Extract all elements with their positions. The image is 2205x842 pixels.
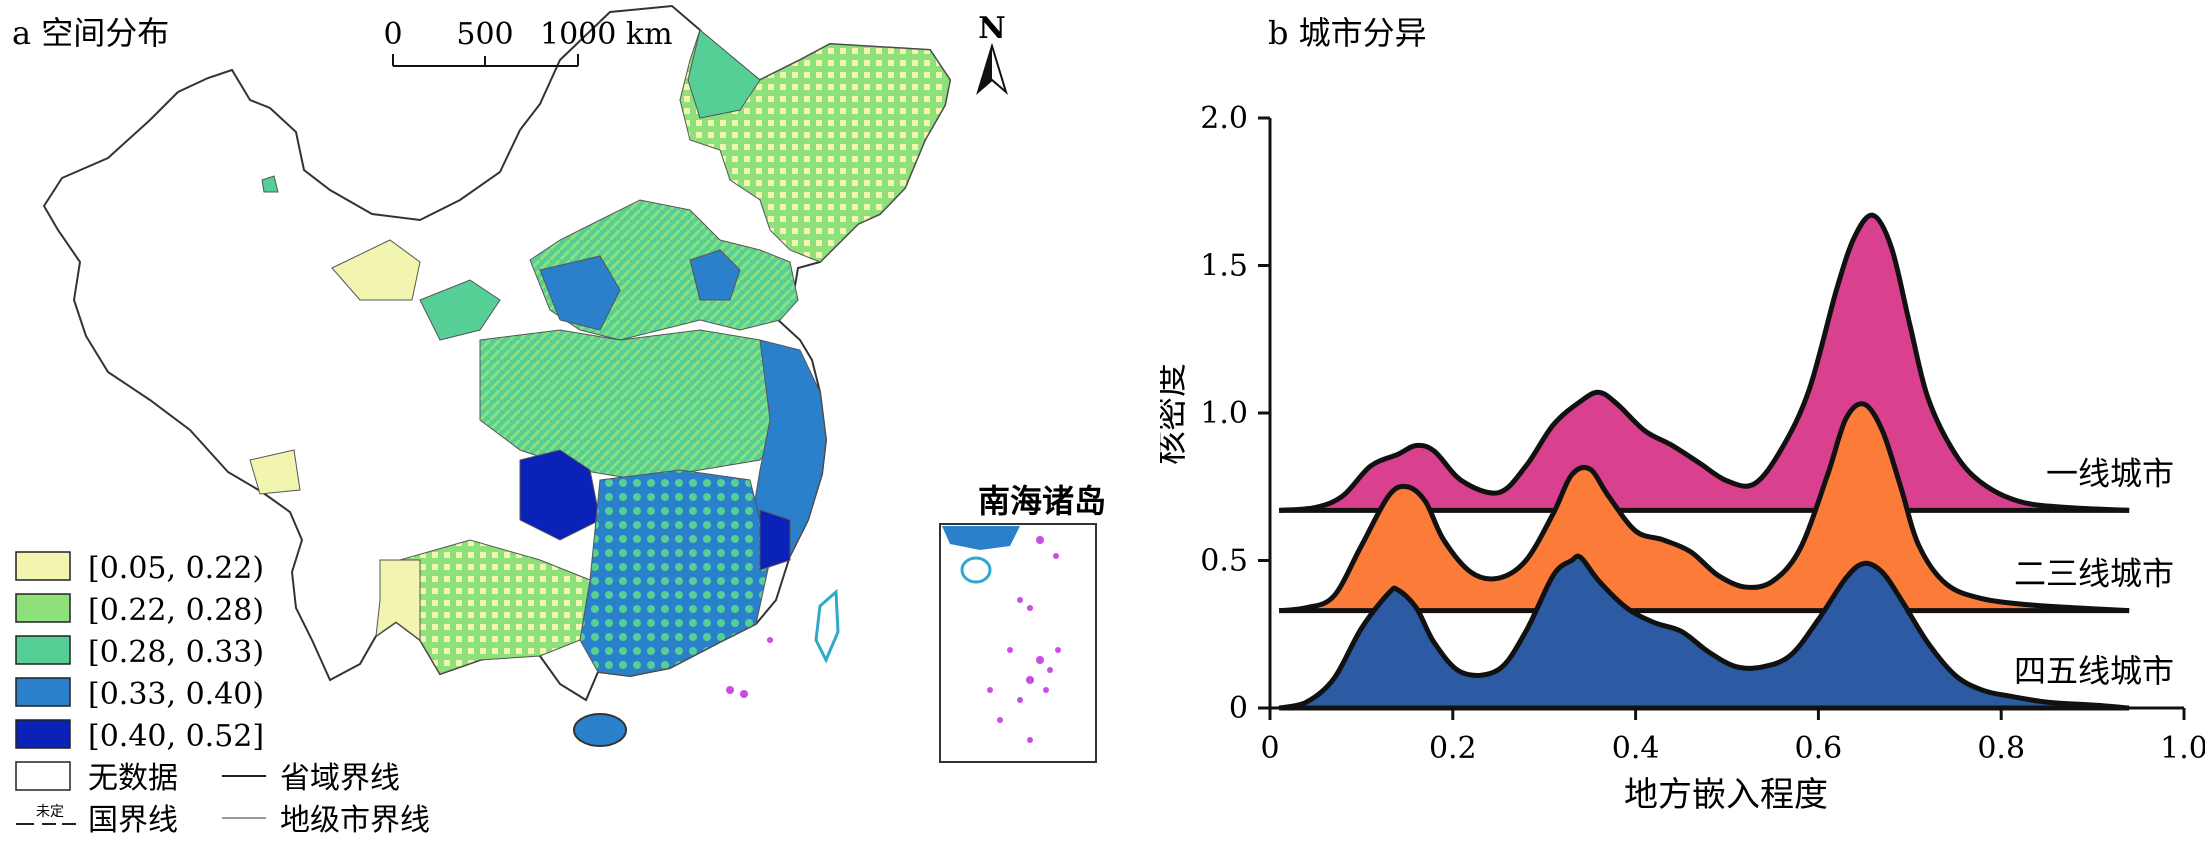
north-label: N <box>978 11 1005 46</box>
legend-city-border: 地级市界线 <box>222 803 430 838</box>
ridge-outline <box>1278 212 2130 513</box>
legend-swatch <box>15 635 71 665</box>
north-arrow: N <box>976 11 1008 95</box>
legend-swatch <box>15 593 71 623</box>
scale-tick-500: 500 <box>456 17 513 52</box>
x-ticks: 0 0.2 0.4 0.6 0.8 1.0 <box>1260 708 2205 766</box>
map-legend: [0.05, 0.22) [0.22, 0.28) [0.28, 0.33) [… <box>15 551 430 838</box>
y-tick-label: 2.0 <box>1200 101 1248 136</box>
ridge-series: 一线城市 <box>1278 212 2174 513</box>
legend-label: [0.40, 0.52] <box>88 719 264 754</box>
legend-no-data-label: 无数据 <box>88 761 178 796</box>
legend-class-4: [0.33, 0.40) <box>15 677 264 712</box>
region-northeast-top <box>687 29 761 119</box>
x-tick-label: 0.8 <box>1977 731 2025 766</box>
series-label: 一线城市 <box>2046 454 2174 492</box>
map-title: a 空间分布 <box>12 14 169 52</box>
south-sea-inset: 南海诸岛 <box>939 482 1106 763</box>
hainan-island <box>573 713 627 747</box>
x-tick-label: 0.6 <box>1795 731 1843 766</box>
ridge-outline <box>1278 553 2130 711</box>
y-axis-label: 核密度 <box>1160 363 1191 465</box>
region-northwest-blue <box>539 255 621 331</box>
legend-swatch <box>15 677 71 707</box>
legend-class-5: [0.40, 0.52] <box>15 719 264 754</box>
x-tick-label: 0.2 <box>1429 731 1477 766</box>
y-ticks: 0 0.5 1.0 1.5 2.0 <box>1200 101 1270 726</box>
map-svg: a 空间分布 0 500 1000 km N 南海诸岛 <box>12 4 1106 838</box>
y-tick-label: 1.0 <box>1200 396 1248 431</box>
series-label: 二三线城市 <box>2014 555 2174 593</box>
region-xinjiang-small <box>261 175 279 193</box>
taiwan-island <box>814 588 840 664</box>
legend-province-border: 省域界线 <box>222 761 400 796</box>
legend-class-3: [0.28, 0.33) <box>15 635 264 670</box>
map-panel: a 空间分布 0 500 1000 km N 南海诸岛 <box>12 4 1106 838</box>
scale-tick-1000: 1000 km <box>540 17 673 52</box>
region-southeast-dark <box>759 509 791 571</box>
region-gansu <box>419 279 501 341</box>
region-south <box>579 469 771 677</box>
legend-swatch <box>15 551 71 581</box>
legend-no-data: 无数据 <box>15 761 178 796</box>
ridge-outline <box>1278 401 2130 614</box>
legend-label: [0.28, 0.33) <box>88 635 264 670</box>
legend-class-2: [0.22, 0.28) <box>15 593 264 628</box>
y-tick-label: 1.5 <box>1200 249 1248 284</box>
region-west-yellow <box>331 239 421 301</box>
series-label: 四五线城市 <box>2014 652 2174 690</box>
ridge-area <box>1279 556 2130 708</box>
legend-label: [0.05, 0.22) <box>88 551 264 586</box>
legend-national-border-label: 国界线 <box>88 803 178 838</box>
ridge-area <box>1279 215 2130 511</box>
y-tick-label: 0.5 <box>1200 544 1248 579</box>
x-tick-label: 1.0 <box>2160 731 2205 766</box>
region-beijing-tianjin <box>689 249 741 301</box>
y-tick-label: 0 <box>1229 691 1248 726</box>
x-tick-label: 0 <box>1260 731 1279 766</box>
scale-tick-0: 0 <box>383 17 402 52</box>
legend-label: [0.22, 0.28) <box>88 593 264 628</box>
legend-label: [0.33, 0.40) <box>88 677 264 712</box>
chart-title: b 城市分异 <box>1268 14 1427 52</box>
legend-national-border: 未定 国界线 <box>16 803 178 838</box>
legend-class-1: [0.05, 0.22) <box>15 551 264 586</box>
region-tibet-yellow <box>249 449 301 495</box>
ridge-area <box>1279 403 2130 611</box>
x-axis-label: 地方嵌入程度 <box>1624 775 1828 815</box>
legend-swatch <box>15 719 71 749</box>
x-tick-label: 0.4 <box>1612 731 1660 766</box>
scale-bar: 0 500 1000 km <box>383 17 673 67</box>
inset-title: 南海诸岛 <box>978 482 1106 520</box>
ridge-panel: b 城市分异 一线城市二三线城市四五线城市 0 0.2 0.4 0.6 0.8 1.0 0… <box>1151 0 2205 838</box>
legend-province-border-label: 省域界线 <box>280 761 400 796</box>
legend-city-border-label: 地级市界线 <box>280 803 430 838</box>
region-yunnan <box>375 559 421 641</box>
region-east-coast <box>749 339 827 561</box>
legend-undetermined-mark: 未定 <box>36 804 64 820</box>
